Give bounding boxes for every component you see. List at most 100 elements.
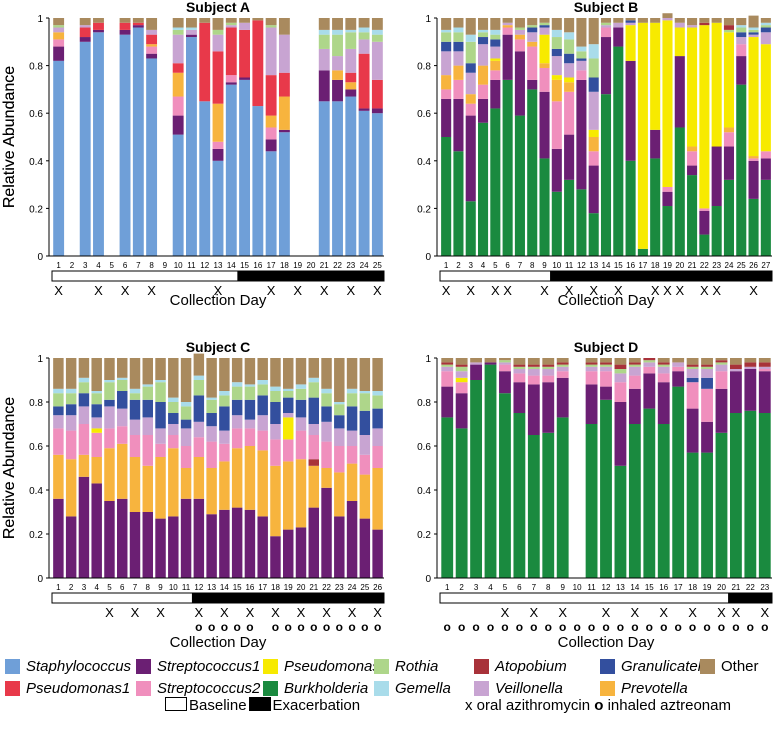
subject-c-bar-segment [244,509,256,578]
subject-b-bar-segment [699,210,710,235]
subject-b-x-tick-label: 14 [602,261,611,270]
subject-c-bar-segment [53,498,64,578]
subject-b-y-tick-label: 1 [425,14,431,25]
subject-c-bar-segment [168,397,179,402]
subject-c-bar-segment [219,391,230,396]
subject-d-bar-segment [513,373,526,383]
subject-c-bar-segment [372,391,383,396]
subject-b-bar-segment [502,79,513,256]
subject-b-azithromycin-mark: X [589,283,598,298]
subject-c-bar-segment [180,498,192,578]
subject-d-bar-segment [600,371,612,387]
subject-a-x-tick-label: 6 [123,261,128,270]
subject-d-bar-segment [585,384,598,424]
subject-b-x-tick-label: 18 [651,261,660,270]
subject-b-azithromycin-mark: X [565,283,574,298]
subject-b-bar-segment [760,151,771,159]
subject-c-bar-segment [78,358,90,378]
subject-a-x-tick-label: 4 [96,261,101,270]
subject-c-x-tick-label: 8 [146,583,151,592]
subject-a-bar-segment [371,34,383,42]
legend-swatch [374,659,389,674]
subject-b-bar-segment [687,165,698,176]
subject-c-bar-segment [334,428,345,446]
subject-b-bar-segment [564,63,575,78]
subject-c-bar-segment [155,358,166,380]
subject-b-bar-segment [637,248,648,256]
subject-b-bar-segment [490,108,501,256]
subject-d-bar-segment [701,421,713,453]
subject-d-aztreonam-mark: o [689,620,696,634]
subject-a-bar-segment [79,27,91,38]
subject-d-bar-segment [715,371,728,389]
subject-c-bar-segment [295,358,307,385]
subject-c-x-tick-label: 11 [182,583,191,592]
subject-c-x-tick-label: 3 [82,583,87,592]
subject-a-x-tick-label: 7 [136,261,141,270]
subject-b-bar-segment [539,34,550,64]
subject-b-bar-segment [736,56,747,85]
subject-c-bar-segment [180,419,192,429]
subject-a-x-tick-label: 9 [163,261,168,270]
subject-a-bar-segment [371,29,383,35]
subject-b-bar-segment [588,44,599,59]
subject-c-bar-segment [168,448,179,517]
subject-a-bar-segment [358,53,370,109]
subject-c-bar-segment [219,406,230,431]
subject-b-bar-segment [527,32,538,42]
subject-d-bar-segment [585,371,598,385]
subject-b-bar-segment [502,27,513,35]
subject-b-bar-segment [650,158,661,256]
subject-c-bar-segment [91,483,102,578]
subject-b-y-tick-label: 0 [425,252,431,263]
subject-d-bar-segment [701,366,713,369]
subject-b-x-tick-label: 21 [688,261,697,270]
subject-b-bar-segment [674,27,685,57]
subject-d-y-tick-label: 0.8 [417,398,431,409]
subject-a-x-tick-label: 11 [187,261,196,270]
subject-b-bar-segment [576,60,587,71]
subject-a-xlabel: Collection Day [170,292,267,309]
subject-d-bar-segment [758,413,771,578]
subject-d-bar-segment [715,432,728,578]
subject-d-bar-segment [513,364,526,367]
subject-b-bar-segment [736,84,747,256]
subject-b-bar-segment [478,98,489,123]
subject-c-bar-segment [142,512,153,578]
subject-c-bar-segment [231,386,243,400]
subject-c-aztreonam-mark: o [336,620,343,634]
subject-b-baseline-bar [439,270,552,282]
subject-b-bar-segment [613,46,624,257]
legend-label: Granulicatella [621,658,713,675]
subject-a-bar-segment [186,37,197,256]
subject-d-azithromycin-mark: X [501,605,510,620]
subject-a-bar-segment [318,18,330,30]
subject-c-bar-segment [308,397,319,424]
subject-d-bar-segment [556,417,569,578]
phase-key: Baseline Exacerbation [165,697,360,714]
subject-a-bar-segment [225,22,237,26]
subject-b-bar-segment [723,18,734,26]
subject-b-exacerbation-bar [550,270,773,282]
subject-c-bar-segment [244,419,256,429]
subject-d-bar-segment [542,375,555,383]
subject-c-bar-segment [206,441,217,468]
legend-label: Veillonella [495,680,563,697]
subject-a-x-tick-label: 2 [70,261,75,270]
subject-c-x-tick-label: 21 [309,583,318,592]
subject-a-bar-segment [212,103,224,142]
subject-a-x-tick-label: 3 [83,261,88,270]
subject-b-bar-segment [478,65,489,85]
subject-b-bar-segment [564,91,575,135]
subject-a-bar-segment [345,72,357,83]
subject-d-bar-segment [527,369,540,376]
subject-c-bar-segment [359,393,371,411]
subject-d-bar-segment [614,402,627,466]
subject-a-x-tick-label: 14 [227,261,236,270]
subject-d-bar-segment [643,366,656,374]
subject-c-bar-segment [193,498,205,578]
subject-d-bar-segment [744,358,757,363]
subject-c-bar-segment [321,393,332,407]
subject-d-bar-segment [686,369,699,378]
subject-c-bar-segment [270,402,281,424]
